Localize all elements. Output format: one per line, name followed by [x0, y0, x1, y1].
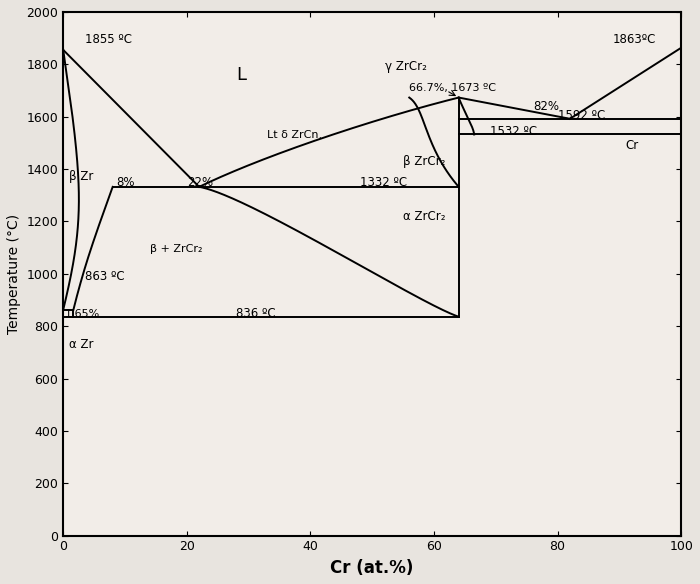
Text: 1332 ºC: 1332 ºC	[360, 176, 407, 189]
Text: 1855 ºC: 1855 ºC	[85, 33, 132, 46]
Text: Cr: Cr	[626, 139, 639, 152]
Text: 1.65%: 1.65%	[65, 308, 100, 319]
Text: β + ZrCr₂: β + ZrCr₂	[150, 244, 202, 254]
Text: 1592 ºC: 1592 ºC	[557, 109, 605, 123]
Text: 863 ºC: 863 ºC	[85, 270, 125, 283]
Text: β Zr: β Zr	[69, 171, 94, 183]
Text: 66.7%, 1673 ºC: 66.7%, 1673 ºC	[410, 83, 496, 93]
Text: L: L	[236, 66, 246, 84]
Text: Lt δ ZrCn.: Lt δ ZrCn.	[267, 130, 322, 140]
Text: α ZrCr₂: α ZrCr₂	[403, 210, 446, 223]
Text: γ ZrCr₂: γ ZrCr₂	[384, 60, 426, 74]
Text: 1863ºC: 1863ºC	[613, 33, 657, 46]
Y-axis label: Temperature (°C): Temperature (°C)	[7, 214, 21, 334]
Text: 22%: 22%	[187, 176, 213, 189]
Text: 8%: 8%	[116, 176, 134, 189]
Text: 82%: 82%	[533, 100, 559, 113]
Text: 1532 ºC: 1532 ºC	[489, 125, 537, 138]
Text: 836 ºC: 836 ºC	[236, 307, 276, 320]
Text: β ZrCr₂: β ZrCr₂	[403, 155, 445, 168]
X-axis label: Cr (at.%): Cr (at.%)	[330, 559, 414, 577]
Text: α Zr: α Zr	[69, 338, 94, 351]
